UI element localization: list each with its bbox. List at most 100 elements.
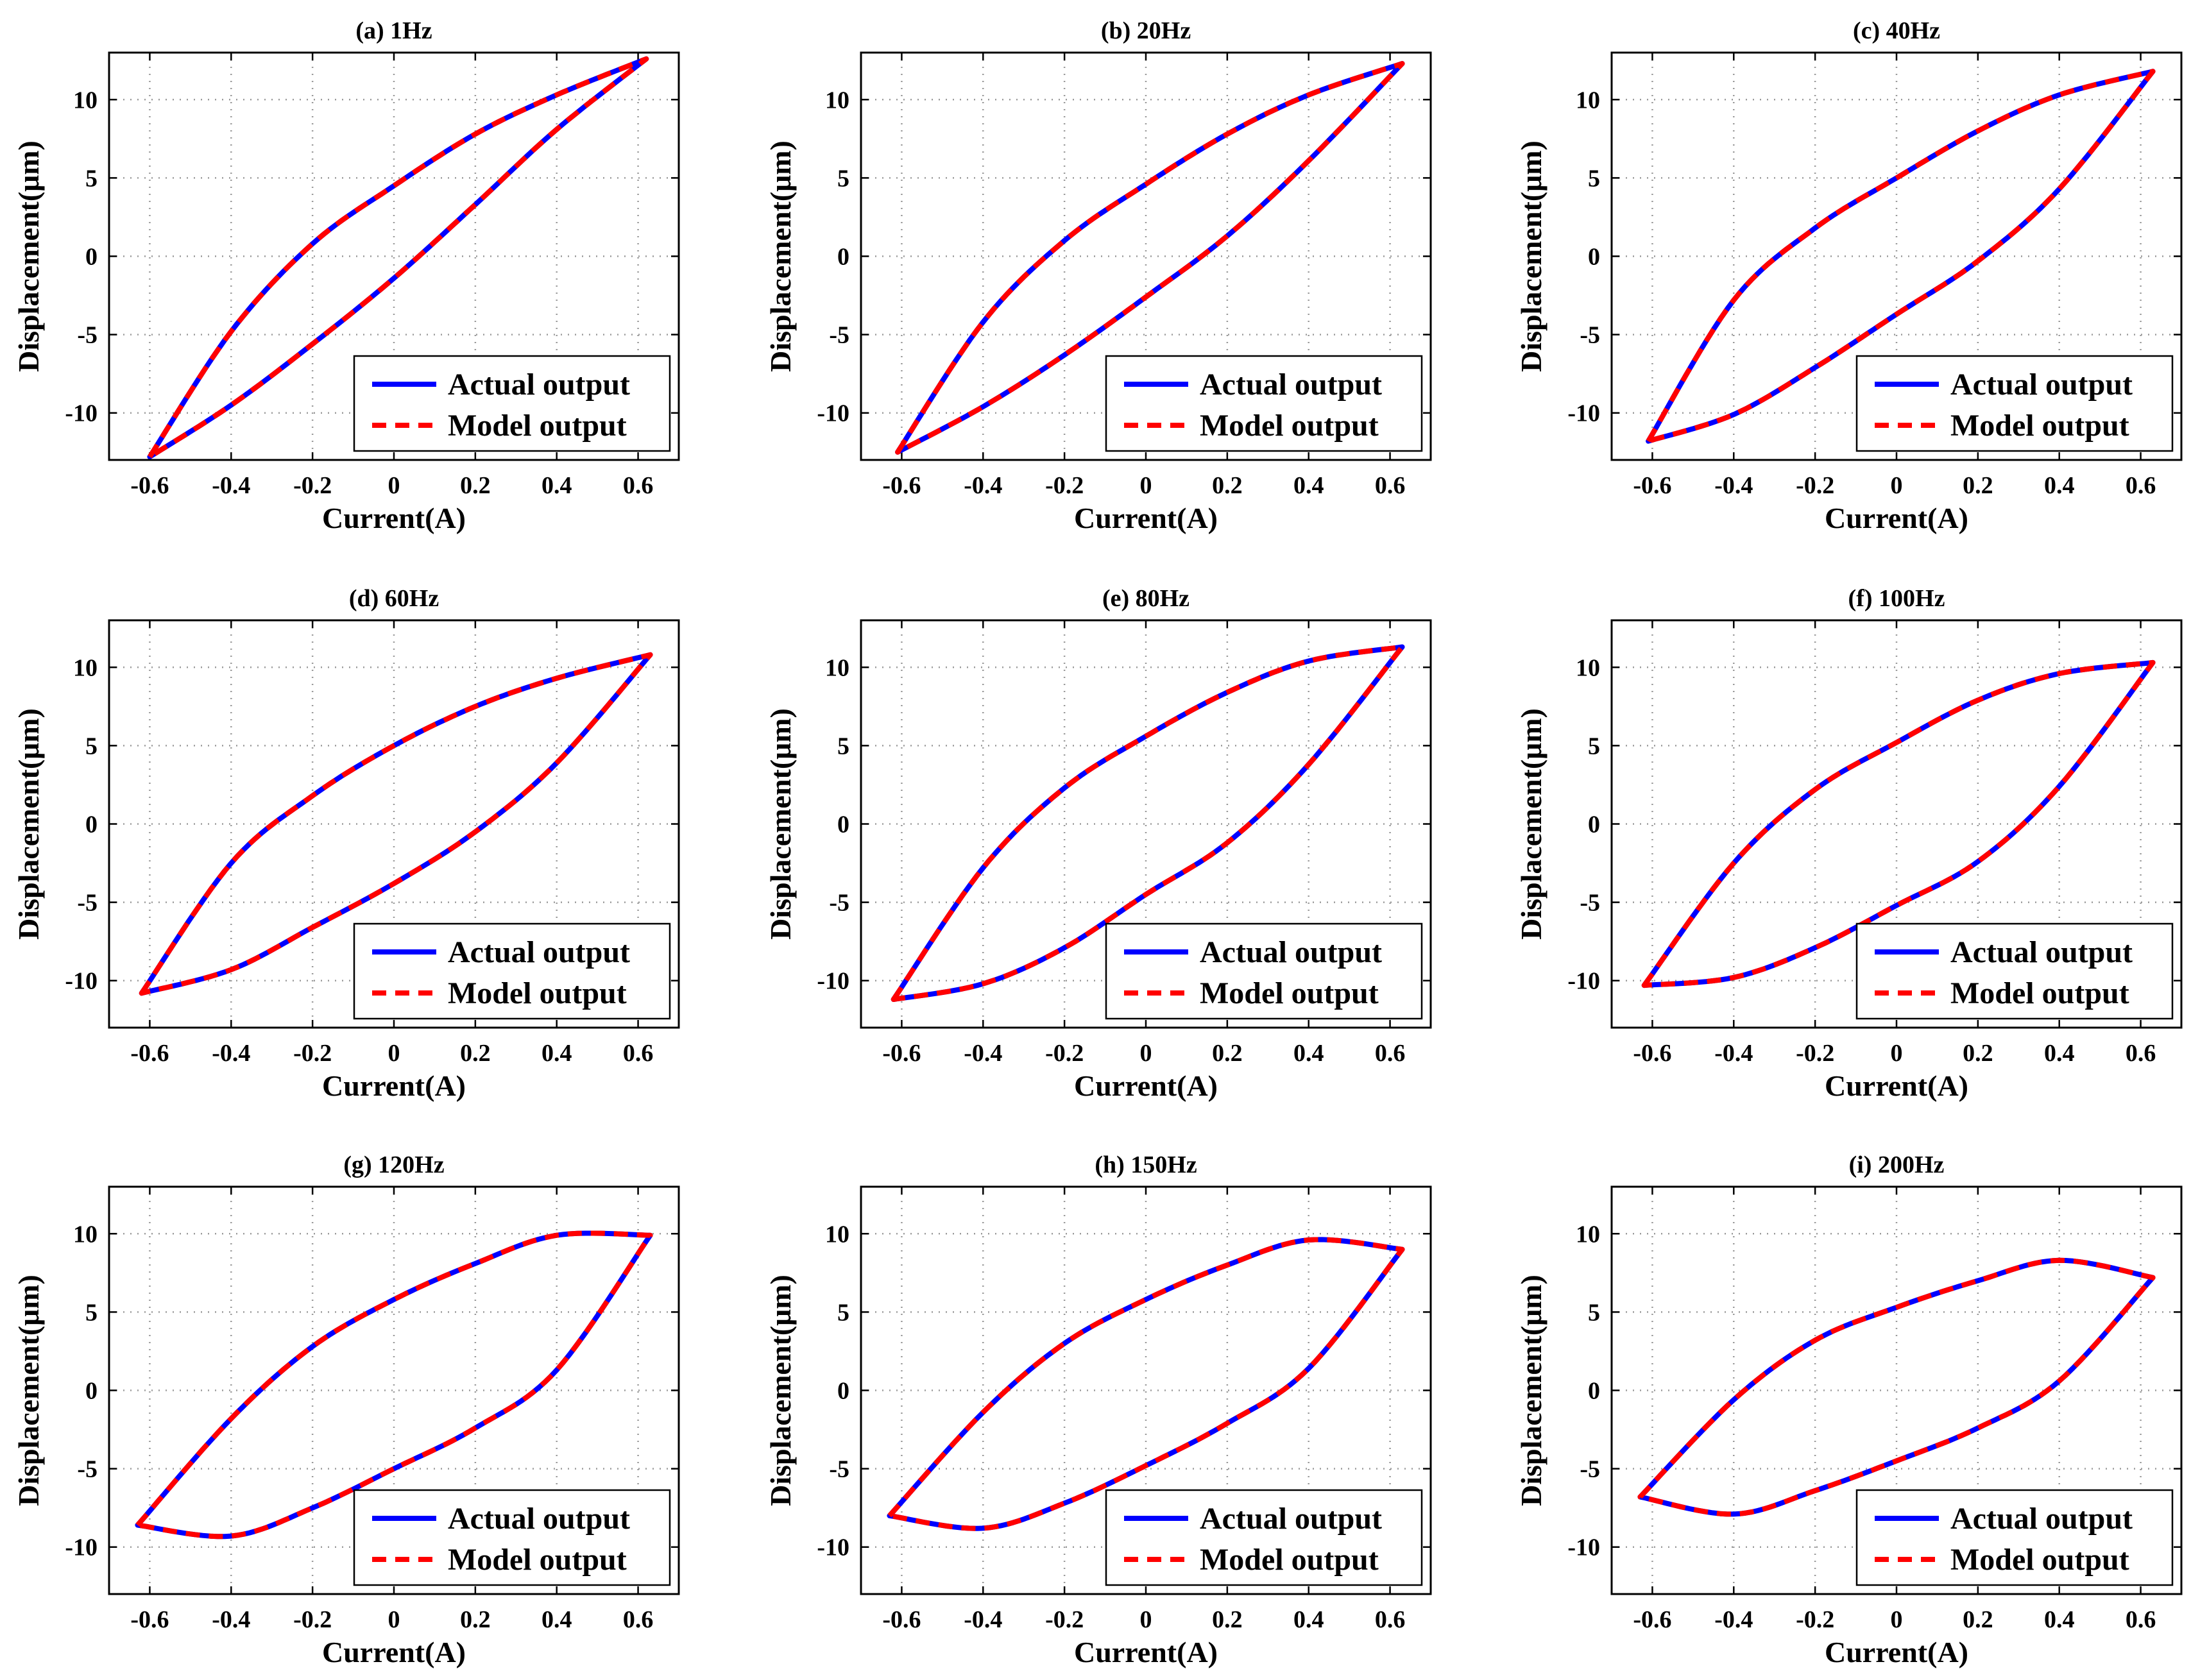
panel-g: (g) 120Hz -0.6 -0.4 -0.2 0 0.2 0.4 0.6 -10 -5 0 5 10… [12, 1151, 680, 1668]
x-tick-label: -0.6 [130, 1040, 169, 1067]
x-tick-label: -0.2 [1796, 472, 1834, 499]
y-tick-label: 0 [85, 811, 98, 838]
x-tick-label: 0.2 [460, 472, 491, 499]
y-tick-label: -10 [817, 1534, 849, 1561]
legend-box [1855, 1489, 2174, 1586]
x-axis-label: Current(A) [1074, 1636, 1218, 1668]
y-tick-label: -10 [817, 400, 849, 427]
x-tick-label: -0.6 [882, 472, 921, 499]
y-tick-label: -10 [817, 968, 849, 995]
axes-box [1610, 51, 2183, 461]
series-group [147, 56, 649, 460]
y-tick-label: -5 [829, 890, 849, 917]
x-tick-label: 0.4 [1293, 1040, 1324, 1067]
panel-title: (d) 60Hz [349, 585, 439, 612]
x-tick-label: 0.4 [2044, 1040, 2075, 1067]
panel-title: (h) 150Hz [1095, 1151, 1197, 1178]
series-group [895, 61, 1405, 455]
x-axis-label: Current(A) [1074, 1069, 1218, 1102]
y-tick-label: 10 [825, 87, 849, 114]
y-axis-label: Displacement(μm) [764, 1275, 797, 1506]
x-tick-label: -0.2 [1045, 1040, 1084, 1067]
legend: Actual output Model output [1855, 922, 2174, 1020]
x-tick-label: 0.6 [623, 1040, 654, 1067]
x-tick-label: 0 [1891, 472, 1903, 499]
axes-box [1610, 1185, 2183, 1595]
x-tick-label: 0.6 [2126, 472, 2156, 499]
x-tick-label: 0.2 [1963, 472, 1993, 499]
y-tick-label: 0 [1588, 811, 1600, 838]
x-tick-label: 0.6 [623, 472, 654, 499]
legend-actual-label: Actual output [448, 1502, 630, 1536]
y-axis-label: Displacement(μm) [12, 708, 45, 940]
actual-output-line [891, 644, 1405, 1002]
x-tick-label: 0.2 [1212, 1606, 1243, 1633]
legend-actual-label: Actual output [1950, 368, 2133, 402]
x-tick-label: 0.2 [460, 1040, 491, 1067]
legend-box [1855, 355, 2174, 452]
model-output-line [147, 56, 649, 460]
panel-b: (b) 20Hz -0.6 -0.4 -0.2 0 0.2 0.4 0.6 -10 -5 0 5 10 C… [764, 17, 1432, 534]
x-tick-label: -0.4 [1714, 472, 1753, 499]
legend-box [1105, 922, 1423, 1020]
panel-f: (f) 100Hz -0.6 -0.4 -0.2 0 0.2 0.4 0.6 -10 -5 0 5 10… [1515, 585, 2183, 1102]
x-tick-label: -0.4 [964, 1606, 1002, 1633]
y-tick-label: -5 [829, 1456, 849, 1483]
series-group [135, 1230, 653, 1540]
axes-box [1610, 619, 2183, 1029]
x-axis-label: Current(A) [322, 502, 466, 534]
x-tick-label: -0.6 [130, 472, 169, 499]
y-tick-label: 10 [73, 654, 98, 681]
legend-model-label: Model output [1200, 409, 1379, 443]
y-tick-label: -10 [1567, 1534, 1600, 1561]
legend-actual-label: Actual output [1200, 1502, 1382, 1536]
x-tick-label: 0.4 [1293, 472, 1324, 499]
legend-actual-label: Actual output [1200, 935, 1382, 969]
panel-h: (h) 150Hz -0.6 -0.4 -0.2 0 0.2 0.4 0.6 -10 -5 0 5 10… [764, 1151, 1432, 1668]
x-axis-label: Current(A) [1825, 1069, 1968, 1102]
x-tick-label: -0.4 [212, 1040, 250, 1067]
legend-actual-label: Actual output [1950, 935, 2133, 969]
x-tick-label: 0 [388, 1606, 400, 1633]
x-tick-label: 0 [1140, 472, 1152, 499]
series-group [139, 652, 653, 996]
x-tick-label: -0.6 [1633, 1040, 1671, 1067]
legend-box [353, 355, 671, 452]
y-tick-label: -10 [65, 968, 98, 995]
axes-box [860, 1185, 1432, 1595]
legend: Actual output Model output [353, 922, 671, 1020]
series-group [891, 644, 1405, 1002]
x-tick-label: -0.4 [1714, 1606, 1753, 1633]
y-tick-label: 5 [837, 165, 849, 192]
legend: Actual output Model output [1105, 922, 1423, 1020]
panel-title: (c) 40Hz [1853, 17, 1940, 44]
x-tick-label: 0.2 [1212, 1040, 1243, 1067]
y-axis-label: Displacement(μm) [12, 140, 45, 372]
y-axis-label: Displacement(μm) [12, 1275, 45, 1506]
y-tick-label: 0 [837, 811, 849, 838]
x-axis-label: Current(A) [322, 1069, 466, 1102]
legend-box [353, 922, 671, 1020]
x-tick-label: 0.4 [541, 1040, 572, 1067]
x-tick-label: -0.2 [293, 1606, 332, 1633]
legend-actual-label: Actual output [1200, 368, 1382, 402]
x-tick-label: 0.4 [1293, 1606, 1324, 1633]
axes-box [860, 51, 1432, 461]
x-tick-label: -0.2 [293, 472, 332, 499]
x-axis-label: Current(A) [1825, 1636, 1968, 1668]
y-tick-label: 0 [1588, 1378, 1600, 1405]
model-output-line [135, 1230, 653, 1540]
legend-model-label: Model output [448, 976, 627, 1010]
y-axis-label: Displacement(μm) [764, 708, 797, 940]
x-tick-label: -0.6 [1633, 472, 1671, 499]
y-tick-label: -5 [1580, 1456, 1600, 1483]
legend-model-label: Model output [1200, 976, 1379, 1010]
actual-output-line [887, 1237, 1405, 1531]
panel-title: (i) 200Hz [1849, 1151, 1945, 1178]
x-tick-label: -0.2 [1796, 1040, 1834, 1067]
panel-i: (i) 200Hz -0.6 -0.4 -0.2 0 0.2 0.4 0.6 -10 -5 0 5 10… [1515, 1151, 2183, 1668]
x-tick-label: -0.6 [882, 1040, 921, 1067]
legend-actual-label: Actual output [448, 368, 630, 402]
legend-model-label: Model output [1950, 409, 2129, 443]
axes-box [108, 619, 680, 1029]
